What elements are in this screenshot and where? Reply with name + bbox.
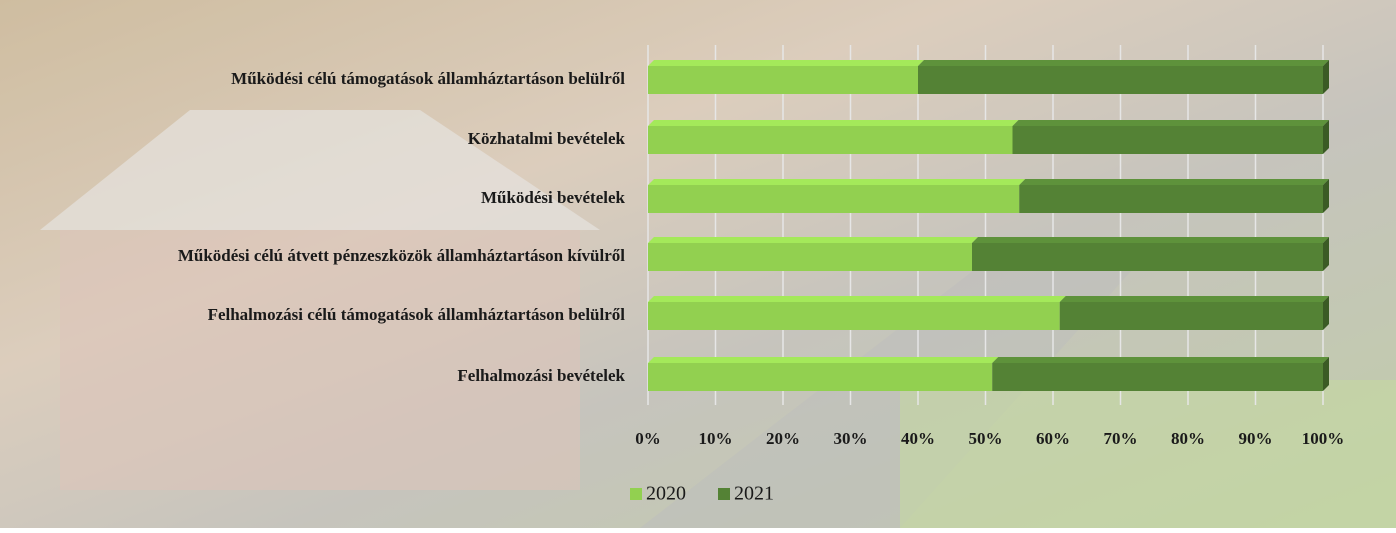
bar-top bbox=[648, 120, 1019, 126]
x-tick-label: 60% bbox=[1036, 429, 1070, 448]
chart: 0% 10% 20% 30% 40% 50% 60% 70% 80% 90% 100% Működés… bbox=[0, 0, 1396, 528]
bar-top bbox=[1019, 179, 1329, 185]
bar-top bbox=[648, 357, 998, 363]
bar-side bbox=[1323, 296, 1329, 330]
bar bbox=[972, 243, 1323, 271]
bar-top bbox=[648, 60, 924, 66]
category-label: Közhatalmi bevételek bbox=[468, 129, 626, 148]
category-label: Működési célú támogatások államháztartás… bbox=[231, 69, 625, 88]
bar bbox=[648, 185, 1019, 213]
bar-top bbox=[648, 237, 978, 243]
bar-side bbox=[1323, 120, 1329, 154]
bar-side bbox=[1323, 179, 1329, 213]
bar bbox=[648, 126, 1013, 154]
x-tick-label: 70% bbox=[1104, 429, 1138, 448]
bar-side bbox=[1323, 357, 1329, 391]
x-tick-label: 80% bbox=[1171, 429, 1205, 448]
bar bbox=[648, 66, 918, 94]
bar-top bbox=[1013, 120, 1330, 126]
bar-top bbox=[1060, 296, 1329, 302]
bar-side bbox=[1323, 60, 1329, 94]
x-tick-label: 50% bbox=[969, 429, 1003, 448]
bar-top bbox=[992, 357, 1329, 363]
bar bbox=[1019, 185, 1323, 213]
bar-side bbox=[1323, 237, 1329, 271]
bar bbox=[1013, 126, 1324, 154]
bar-top bbox=[648, 179, 1025, 185]
bar bbox=[1060, 302, 1323, 330]
bar bbox=[648, 302, 1060, 330]
bar-top bbox=[648, 296, 1066, 302]
bar-top bbox=[972, 237, 1329, 243]
legend-label: 2020 bbox=[646, 483, 686, 505]
x-tick-label: 100% bbox=[1302, 429, 1345, 448]
category-label: Működési célú átvett pénzeszközök államh… bbox=[178, 246, 625, 265]
legend-swatch bbox=[718, 488, 730, 500]
category-label: Felhalmozási bevételek bbox=[457, 366, 625, 385]
legend-label: 2021 bbox=[734, 483, 774, 505]
bar bbox=[648, 243, 972, 271]
x-tick-label: 90% bbox=[1239, 429, 1273, 448]
x-tick-label: 40% bbox=[901, 429, 935, 448]
bar bbox=[648, 363, 992, 391]
bar bbox=[992, 363, 1323, 391]
bar bbox=[918, 66, 1323, 94]
category-label: Felhalmozási célú támogatások államházta… bbox=[208, 305, 626, 324]
x-tick-label: 30% bbox=[834, 429, 868, 448]
x-tick-label: 0% bbox=[635, 429, 661, 448]
page: {"chart_data": {"type": "stacked-bar-hor… bbox=[0, 0, 1396, 528]
x-tick-label: 10% bbox=[699, 429, 733, 448]
bar-top bbox=[918, 60, 1329, 66]
x-tick-label: 20% bbox=[766, 429, 800, 448]
legend-swatch bbox=[630, 488, 642, 500]
category-label: Működési bevételek bbox=[481, 188, 626, 207]
